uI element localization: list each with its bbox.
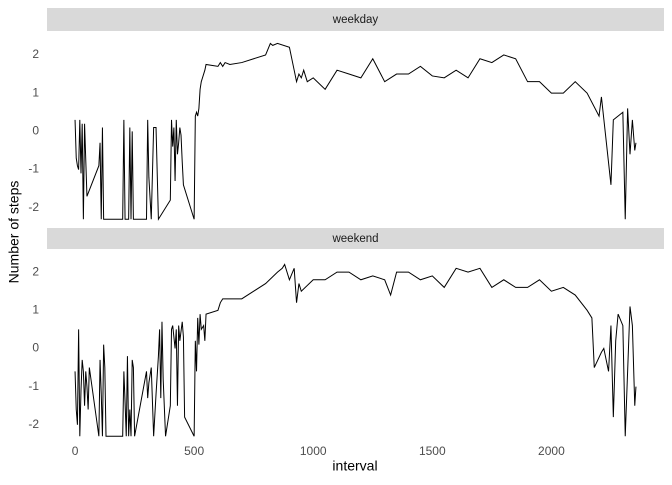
line — [74, 263, 637, 437]
y-tick-label: 0 — [32, 124, 39, 138]
y-tick-label: 2 — [32, 47, 39, 61]
y-tick-label: 1 — [32, 85, 39, 99]
x-tick-label: 2000 — [538, 444, 565, 458]
facet-label: weekend — [331, 233, 378, 245]
line — [74, 42, 637, 221]
facet-strip — [47, 8, 664, 31]
x-tick-label: 500 — [184, 444, 204, 458]
y-axis-label: Number of steps — [6, 181, 22, 284]
y-tick-label: -2 — [28, 417, 39, 431]
x-axis-label: interval — [332, 458, 377, 474]
y-tick-label: 1 — [32, 302, 39, 316]
x-tick-label: 1000 — [300, 444, 327, 458]
facet-label: weekday — [332, 14, 379, 26]
y-tick-label: 2 — [32, 264, 39, 278]
y-tick-label: 0 — [32, 341, 39, 355]
x-tick-label: 1500 — [419, 444, 446, 458]
facet-strip — [47, 228, 664, 249]
y-tick-label: -2 — [28, 200, 39, 214]
y-tick-label: -1 — [28, 162, 39, 176]
x-tick-label: 0 — [72, 444, 79, 458]
y-tick-label: -1 — [28, 379, 39, 393]
